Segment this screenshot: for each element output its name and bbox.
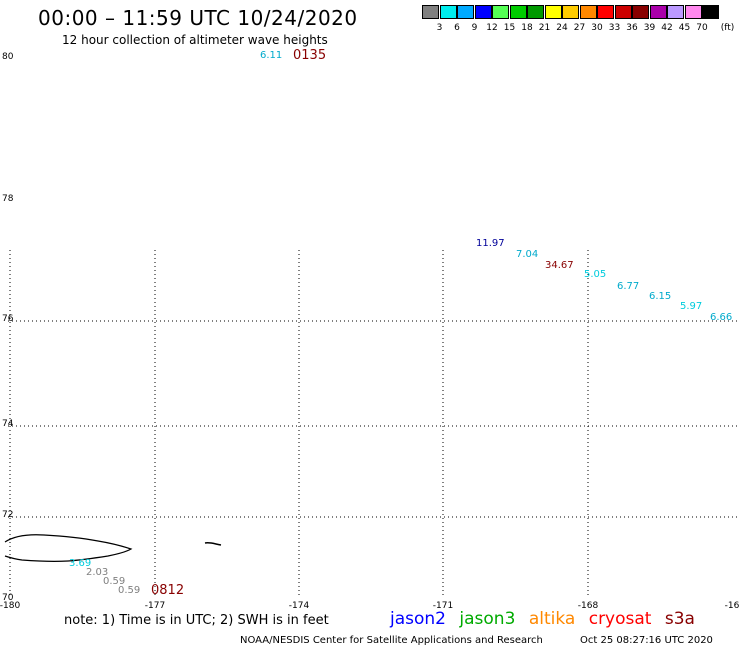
colorbar-unit-label: (ft) bbox=[720, 23, 735, 33]
colorbar-tick-label: 6 bbox=[454, 23, 460, 33]
colorbar-tick-label: 70 bbox=[696, 23, 708, 33]
legend-s3a: s3a bbox=[664, 609, 695, 629]
wave-height-value: 3.69 bbox=[69, 558, 92, 569]
pass-time-label: 0135 bbox=[293, 48, 327, 63]
wave-height-value: 6.66 bbox=[710, 312, 733, 323]
lon-label-180: -180 bbox=[0, 601, 21, 611]
lon-label-165: -16 bbox=[724, 601, 740, 611]
colorbar-tick-label: 9 bbox=[471, 23, 478, 33]
wave-height-value: 0.59 bbox=[103, 576, 126, 587]
colorbar-swatch bbox=[579, 5, 597, 19]
lon-label-174: -174 bbox=[288, 601, 310, 611]
satellite-legend: jason2 jason3 altika cryosat s3a bbox=[390, 609, 703, 629]
colorbar-swatch bbox=[614, 5, 632, 19]
colorbar-swatch bbox=[632, 5, 649, 19]
colorbar-tick-label: 12 bbox=[486, 23, 498, 33]
colorbar-swatch bbox=[649, 5, 667, 19]
colorbar-tick-label: 39 bbox=[643, 23, 656, 33]
lat-label-80: 80 bbox=[2, 52, 14, 62]
wave-height-value: 2.03 bbox=[86, 567, 109, 578]
colorbar-tick-label: 3 bbox=[436, 23, 443, 33]
colorbar-tick-label: 24 bbox=[556, 23, 568, 33]
wave-height-value: 5.97 bbox=[680, 301, 703, 312]
wave-height-value: 6.11 bbox=[260, 50, 283, 61]
lon-label-168: -168 bbox=[577, 601, 599, 611]
colorbar-tick-label: 27 bbox=[573, 23, 586, 33]
island-outline bbox=[4, 534, 133, 563]
colorbar-swatch bbox=[439, 5, 457, 19]
wave-height-value: 0.59 bbox=[118, 585, 141, 596]
wave-height-value: 5.05 bbox=[584, 269, 607, 280]
wave-height-value: 6.15 bbox=[649, 291, 672, 302]
map-subtitle: 12 hour collection of altimeter wave hei… bbox=[62, 33, 328, 47]
wave-height-value: 7.04 bbox=[516, 249, 539, 260]
islet-outline bbox=[204, 542, 222, 546]
footnote: note: 1) Time is in UTC; 2) SWH is in fe… bbox=[64, 613, 329, 628]
colorbar-swatch bbox=[509, 5, 527, 19]
lat-label-78: 78 bbox=[2, 194, 14, 204]
lon-label-177: -177 bbox=[144, 601, 166, 611]
coastline bbox=[4, 534, 222, 563]
colorbar-swatch bbox=[457, 5, 474, 19]
legend-jason3: jason3 bbox=[459, 609, 516, 629]
colorbar-swatch bbox=[597, 5, 614, 19]
colorbar-tick-label: 21 bbox=[538, 23, 551, 33]
colorbar-swatch bbox=[702, 5, 719, 19]
colorbar-swatch bbox=[492, 5, 509, 19]
credit-text: NOAA/NESDIS Center for Satellite Applica… bbox=[240, 635, 543, 646]
lat-label-76: 76 bbox=[2, 314, 14, 324]
colorbar-swatch bbox=[422, 5, 439, 19]
wave-height-value: 34.67 bbox=[545, 260, 574, 271]
legend-altika: altika bbox=[528, 609, 576, 629]
lat-label-72: 72 bbox=[2, 510, 14, 520]
colorbar-tick-label: 45 bbox=[678, 23, 691, 33]
wave-height-value: 11.97 bbox=[476, 238, 505, 249]
lat-label-70: 70 bbox=[2, 593, 14, 603]
pass-time-label: 0812 bbox=[151, 583, 185, 598]
lat-label-74: 74 bbox=[2, 419, 14, 429]
legend-jason2: jason2 bbox=[390, 609, 446, 629]
colorbar-tick-label: 30 bbox=[591, 23, 603, 33]
colorbar-tick-label: 42 bbox=[661, 23, 673, 33]
legend-cryosat: cryosat bbox=[588, 609, 652, 629]
colorbar-swatch bbox=[527, 5, 544, 19]
wave-height-value: 6.77 bbox=[617, 281, 640, 292]
colorbar-swatch bbox=[474, 5, 492, 19]
lon-label-171: -171 bbox=[432, 601, 454, 611]
colorbar-tick-label: 18 bbox=[521, 23, 533, 33]
generated-timestamp: Oct 25 08:27:16 UTC 2020 bbox=[580, 635, 713, 646]
colorbar-swatch bbox=[562, 5, 579, 19]
colorbar-tick-label: 36 bbox=[626, 23, 638, 33]
map-grid bbox=[8, 250, 740, 598]
colorbar-tick-label: 33 bbox=[608, 23, 621, 33]
colorbar-swatch bbox=[684, 5, 702, 19]
colorbar-swatch bbox=[667, 5, 684, 19]
colorbar-tick-label: 15 bbox=[503, 23, 516, 33]
map-title: 00:00 – 11:59 UTC 10/24/2020 bbox=[38, 6, 358, 30]
colorbar-swatch bbox=[544, 5, 562, 19]
